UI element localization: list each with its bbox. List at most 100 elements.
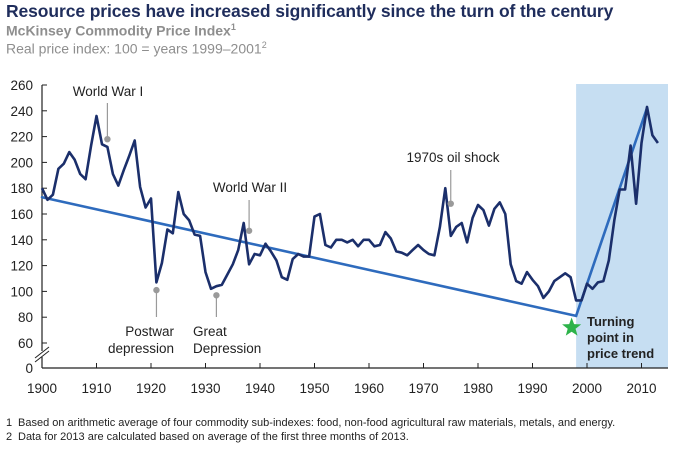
- data-point: [422, 249, 425, 252]
- data-point: [449, 235, 452, 238]
- data-point: [319, 213, 322, 216]
- footnote-number: 2: [6, 431, 13, 443]
- unit-footnote-ref: 2: [261, 40, 267, 50]
- data-point: [580, 299, 583, 302]
- subtitle-text: McKinsey Commodity Price Index: [6, 22, 231, 39]
- annotation-turning-point-line2: point in: [587, 330, 634, 345]
- data-point: [542, 297, 545, 300]
- data-point: [509, 263, 512, 266]
- y-tick-label: 0: [25, 361, 33, 376]
- y-tick-label: 120: [10, 259, 33, 274]
- annotation-turning-point-line3: price trend: [587, 346, 654, 361]
- data-point: [270, 250, 273, 253]
- data-point: [400, 251, 403, 254]
- data-point: [226, 273, 229, 276]
- data-point: [575, 299, 578, 302]
- data-point: [477, 204, 480, 207]
- data-point: [335, 239, 338, 242]
- x-tick-label: 2010: [626, 381, 656, 396]
- axes: [34, 84, 668, 369]
- y-tick-label: 60: [18, 336, 33, 351]
- footnote-text: Data for 2013 are calculated based on av…: [18, 431, 409, 443]
- data-point: [597, 281, 600, 284]
- data-point: [466, 241, 469, 244]
- x-tick-label: 1910: [81, 381, 111, 396]
- data-point: [569, 276, 572, 279]
- data-point: [182, 213, 185, 216]
- chart-unit-label: Real price index: 100 = years 1999–20012: [6, 40, 267, 57]
- data-point: [384, 231, 387, 234]
- data-point: [52, 193, 55, 196]
- data-point: [313, 215, 316, 218]
- data-point: [46, 199, 49, 202]
- data-point: [357, 245, 360, 248]
- data-point: [308, 255, 311, 258]
- unit-label-text: Real price index: 100 = years 1999–2001: [6, 40, 262, 57]
- data-point: [439, 226, 442, 229]
- data-point: [281, 276, 284, 279]
- data-point: [248, 263, 251, 266]
- trend-line-rising: [574, 106, 649, 318]
- data-point: [68, 151, 71, 154]
- data-point: [90, 144, 93, 147]
- data-point: [531, 278, 534, 281]
- data-point: [520, 282, 523, 285]
- y-tick-labels: 0 60 80 100 120 140 160 180 200 220 240 260: [10, 78, 33, 376]
- data-point: [172, 232, 175, 235]
- data-point: [128, 155, 131, 158]
- data-point: [286, 278, 289, 281]
- annotation-turning-point-line1: Turning: [587, 314, 634, 329]
- footnote-text: Based on arithmetic average of four comm…: [18, 417, 616, 429]
- series-line-price-index: [40, 105, 659, 302]
- data-point: [340, 239, 343, 242]
- turning-point-star-icon: [562, 317, 582, 336]
- y-tick-label: 260: [10, 78, 33, 93]
- data-point: [395, 250, 398, 253]
- data-point: [390, 237, 393, 240]
- x-tick-label: 1970: [408, 381, 438, 396]
- data-point: [133, 139, 136, 142]
- data-point: [302, 255, 305, 258]
- data-point: [657, 142, 660, 145]
- data-point: [253, 253, 256, 256]
- data-point: [586, 282, 589, 285]
- annotation-world-war-i: World War I: [73, 84, 144, 99]
- chart-title: Resource prices have increased significa…: [6, 1, 614, 21]
- y-tick-label: 200: [10, 155, 33, 170]
- y-tick-label: 140: [10, 233, 33, 248]
- data-point: [444, 187, 447, 190]
- footnote-number: 1: [6, 417, 13, 429]
- x-tick-label: 1920: [136, 381, 166, 396]
- data-point: [651, 134, 654, 137]
- x-tick-label: 1930: [190, 381, 220, 396]
- chart-subtitle: McKinsey Commodity Price Index1: [6, 22, 236, 39]
- data-point: [471, 217, 474, 220]
- data-point: [161, 262, 164, 265]
- data-point: [297, 253, 300, 256]
- data-point: [460, 222, 463, 225]
- data-point: [144, 206, 147, 209]
- data-point: [155, 281, 158, 284]
- axis-break-mark: [34, 346, 50, 359]
- data-point: [237, 249, 240, 252]
- annotation-postwar-depression-line2: depression: [108, 341, 174, 356]
- data-point: [411, 249, 414, 252]
- data-point: [215, 285, 218, 288]
- data-point: [504, 213, 507, 216]
- data-point: [635, 202, 638, 205]
- data-point: [139, 186, 142, 189]
- data-point: [275, 259, 278, 262]
- data-point: [493, 208, 496, 211]
- data-point: [264, 242, 267, 245]
- data-point: [646, 106, 649, 109]
- data-point: [101, 143, 104, 146]
- data-point: [482, 209, 485, 212]
- annotation-world-war-ii: World War II: [213, 180, 287, 195]
- data-point: [41, 187, 44, 190]
- data-point: [613, 219, 616, 222]
- axis-break-mark: [34, 350, 50, 363]
- data-point: [368, 239, 371, 242]
- data-point: [428, 253, 431, 256]
- data-point: [188, 219, 191, 222]
- data-point: [488, 224, 491, 227]
